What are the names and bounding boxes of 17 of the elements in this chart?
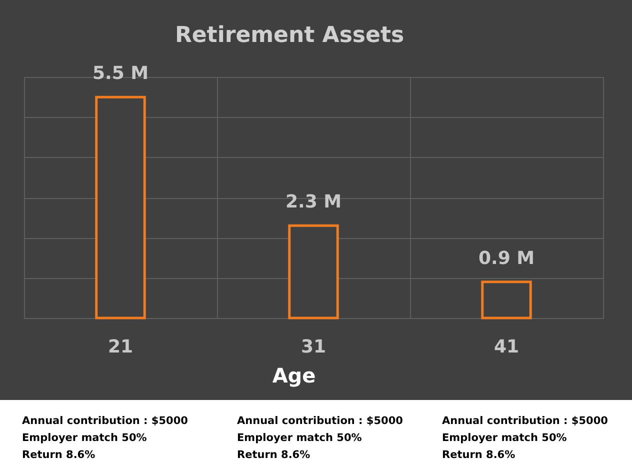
x-tick-label: 21	[108, 336, 134, 358]
text: Return 8.6%	[22, 449, 96, 461]
data-label: 5.5 M	[92, 63, 149, 84]
chart-title: Retirement Assets	[174, 23, 404, 48]
text: Employer match 50%	[22, 432, 148, 444]
text: Annual contribution : $5000	[22, 415, 188, 427]
text: Annual contribution : $5000	[442, 415, 608, 427]
text: Employer match 50%	[442, 432, 568, 444]
x-tick-label: 31	[300, 336, 326, 358]
data-label: 0.9 M	[478, 248, 535, 269]
text: Employer match 50%	[237, 432, 362, 444]
text: Annual contribution : $5000	[237, 415, 403, 427]
text: Return 8.6%	[442, 449, 516, 461]
data-label: 2.3 M	[285, 192, 342, 213]
x-tick-label: 41	[494, 336, 520, 358]
x-axis-title: Age	[272, 364, 316, 388]
text: Return 8.6%	[237, 449, 311, 461]
